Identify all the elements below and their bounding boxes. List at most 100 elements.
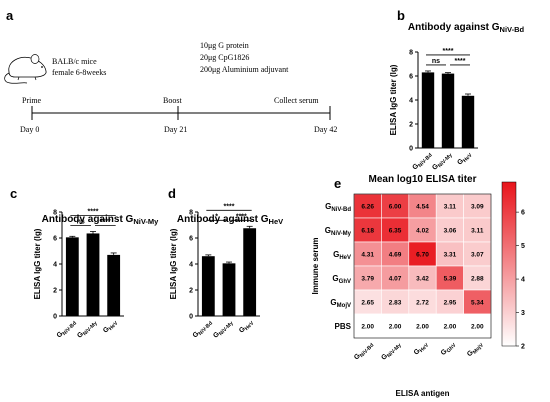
colorbar [501, 181, 517, 347]
heatmap-cell-value: 2.00 [416, 323, 429, 330]
heatmap-row-label-sub: NiV-Bd [331, 207, 351, 213]
panel-a-letter: a [6, 8, 14, 23]
colorbar-tick-label: 5 [521, 243, 525, 250]
panel-c-y-label: ELISA IgG titer (lg) [33, 228, 42, 299]
heatmap-cell-value: 4.07 [389, 275, 402, 282]
heatmap-cell-value: 2.00 [361, 323, 374, 330]
heatmap-column-label-main: G [353, 352, 362, 361]
heatmap-cell-value: 6.35 [389, 227, 402, 234]
panel-a: a BALB/c mice female 6-8weeks 10μg G pro… [4, 8, 337, 134]
heatmap-row-label: GHeV [333, 250, 351, 261]
panel-c-ytick-label: 4 [53, 262, 57, 269]
event-boost-day: Day 21 [164, 125, 187, 134]
panel-c-category-label-sub: HeV [108, 320, 120, 332]
heatmap-cell [435, 313, 464, 339]
panel-d-bar [243, 228, 257, 316]
heatmap-cell-value: 3.31 [444, 251, 457, 258]
panel-d-category-label-main: G [212, 330, 221, 339]
heatmap-row-label-main: G [325, 226, 331, 235]
panel-c-bar [107, 254, 121, 316]
heatmap-row-label: PBS [335, 322, 352, 331]
heatmap-cell-value: 6.18 [361, 227, 374, 234]
heatmap-column-label: GNiV-Bd [353, 340, 375, 362]
panel-b-bar [421, 72, 435, 148]
formulation-line-3: 200μg Aluminium adjuvant [200, 65, 289, 74]
heatmap-cell-value: 5.34 [471, 299, 484, 306]
heatmap-cell-value: 3.09 [471, 203, 484, 210]
heatmap-cell-value: 5.39 [444, 275, 457, 282]
panel-d-category-label-main: G [192, 330, 201, 339]
panel-b-category-label-sub: NiV-My [437, 152, 454, 169]
heatmap-row-label-main: PBS [335, 322, 352, 331]
heatmap-column-label-sub: GhV [446, 342, 458, 354]
heatmap-cell-value: 3.07 [471, 251, 484, 258]
panel-b-y-label: ELISA IgG titer (lg) [389, 64, 398, 135]
heatmap-column-label-main: G [466, 349, 475, 358]
mouse-icon [4, 54, 47, 84]
event-boost-label: Boost [163, 96, 182, 105]
heatmap-cell-value: 2.00 [389, 323, 402, 330]
heatmap-border [353, 193, 492, 339]
panel-c-letter: c [10, 186, 17, 201]
heatmap-cell [408, 241, 437, 267]
panel-b-ytick-label: 6 [409, 74, 413, 81]
event-prime-label: Prime [22, 96, 42, 105]
heatmap-column-label: GMojV [466, 340, 485, 359]
panel-c-bar [86, 233, 100, 316]
heatmap-cell-value: 6.26 [361, 203, 374, 210]
panel-d-title: Antibody against GHeV [177, 214, 283, 226]
panel-b-category-label: GNiV-My [431, 150, 454, 173]
heatmap-cell [408, 193, 437, 219]
heatmap-column-label-main: G [380, 352, 389, 361]
heatmap-column-label-sub: MojV [472, 342, 485, 355]
heatmap-cell [463, 265, 492, 291]
panel-d-category-label-main: G [238, 325, 247, 334]
panel-d-significance-label: **** [236, 214, 247, 221]
panel-d-bar [222, 263, 236, 316]
heatmap-cell [435, 265, 464, 291]
panel-d-ytick-label: 6 [189, 236, 193, 243]
panel-d-category-label: GHeV [238, 318, 256, 336]
panel-c-category-label: GNiV-My [76, 318, 99, 341]
heatmap-column-label-main: G [440, 348, 449, 357]
heatmap-cell [463, 193, 492, 219]
heatmap-column-label: GHeV [413, 340, 431, 358]
heatmap-cell-value: 3.06 [444, 227, 457, 234]
heatmap-cell-value: 2.83 [389, 299, 402, 306]
heatmap-row-label-sub: GhV [339, 279, 351, 285]
panel-e-title: Mean log10 ELISA titer [369, 174, 477, 185]
heatmap-cell-value: 2.00 [444, 323, 457, 330]
panel-b-category-label-main: G [411, 162, 420, 171]
heatmap-cell [381, 265, 410, 291]
panel-c-category-label-main: G [76, 330, 85, 339]
colorbar-tick-label: 2 [521, 344, 525, 351]
heatmap-cell [381, 241, 410, 267]
panel-d-category-label: GNiV-Bd [192, 318, 214, 340]
panel-c-ytick-label: 0 [53, 314, 57, 321]
panel-c-significance-label: **** [100, 219, 111, 226]
panel-b-letter: b [397, 8, 405, 23]
heatmap-row-label-sub: MojV [337, 303, 351, 309]
panel-c-title-sub: NiV-My [133, 217, 159, 226]
heatmap-cell [435, 289, 464, 315]
panel-d-category-label: GNiV-My [212, 318, 235, 341]
panel-e-heatmap: e Mean log10 ELISA titer 6.26 6.00 4.54 3.11 3… [311, 174, 525, 398]
heatmap-x-label: ELISA antigen [396, 389, 450, 398]
event-prime-day: Day 0 [20, 125, 39, 134]
panel-b-category-label: GHeV [456, 150, 474, 168]
colorbar-tick-label: 6 [521, 210, 525, 217]
heatmap-row-label-main: G [325, 202, 331, 211]
heatmap-column-label-sub: NiV-Bd [359, 342, 375, 358]
panel-c-category-label: GNiV-Bd [56, 318, 78, 340]
colorbar-tick-label: 4 [521, 277, 525, 284]
panel-c-significance-label: ns [77, 219, 85, 226]
heatmap-cell [381, 313, 410, 339]
panel-d-category-label-sub: HeV [244, 320, 256, 332]
heatmap-cell-value: 6.70 [416, 251, 429, 258]
heatmap-column-label: GNiV-My [380, 340, 403, 363]
panel-b-ytick-label: 0 [409, 146, 413, 153]
heatmap-cell-value: 4.69 [389, 251, 402, 258]
panel-c-category-label: GHeV [102, 318, 120, 336]
